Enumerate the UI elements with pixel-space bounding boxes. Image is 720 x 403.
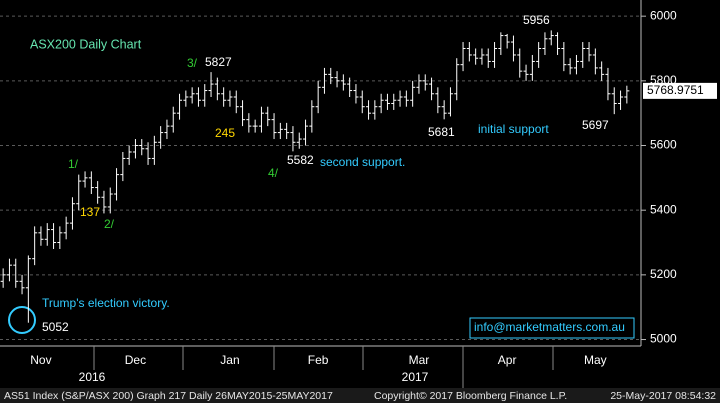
- x-tick-label: Jan: [220, 353, 239, 367]
- footer-text: 25-May-2017 08:54:32: [610, 390, 716, 402]
- annotation: 5681: [428, 125, 455, 139]
- x-tick-label: Apr: [498, 353, 517, 367]
- y-tick-label: 5000: [650, 332, 677, 346]
- x-tick-label: Mar: [409, 353, 430, 367]
- month-separators: [93, 346, 554, 388]
- footer-bar: [0, 388, 720, 403]
- chart-title: ASX200 Daily Chart: [30, 37, 142, 51]
- annotation: initial support: [478, 122, 549, 136]
- x-tick-label: Feb: [308, 353, 329, 367]
- y-tick-label: 6000: [650, 8, 677, 22]
- annotation: 5697: [582, 118, 609, 132]
- year-label: 2017: [402, 370, 429, 384]
- y-tick-label: 5600: [650, 138, 677, 152]
- annotation: 2/: [104, 217, 115, 231]
- highlight-circle: [8, 306, 36, 334]
- y-tick-label: 5400: [650, 202, 677, 216]
- annotation: 137: [80, 205, 100, 219]
- last-price-label: 5768.9751: [647, 83, 704, 97]
- annotation: 3/: [187, 56, 198, 70]
- annotation: 5956: [523, 13, 550, 27]
- annotation: info@marketmatters.com.au: [474, 320, 625, 334]
- x-tick-label: Nov: [30, 353, 51, 367]
- y-tick-label: 5200: [650, 267, 677, 281]
- footer-text: AS51 Index (S&P/ASX 200) Graph 217 Daily…: [4, 390, 333, 402]
- last-price-box: [643, 82, 717, 99]
- annotation: second support.: [320, 155, 405, 169]
- annotation: Trump's election victory.: [42, 296, 170, 310]
- annotation: 245: [215, 126, 235, 140]
- annotation-box: [469, 317, 635, 339]
- annotation: 5582: [287, 153, 314, 167]
- x-tick-label: May: [584, 353, 607, 367]
- annotation: 5052: [42, 320, 69, 334]
- annotation: 4/: [268, 166, 279, 180]
- year-label: 2016: [79, 370, 106, 384]
- annotation: 1/: [68, 157, 79, 171]
- annotation: 5827: [205, 55, 232, 69]
- x-tick-label: Dec: [125, 353, 146, 367]
- footer-text: Copyright© 2017 Bloomberg Finance L.P.: [374, 390, 567, 402]
